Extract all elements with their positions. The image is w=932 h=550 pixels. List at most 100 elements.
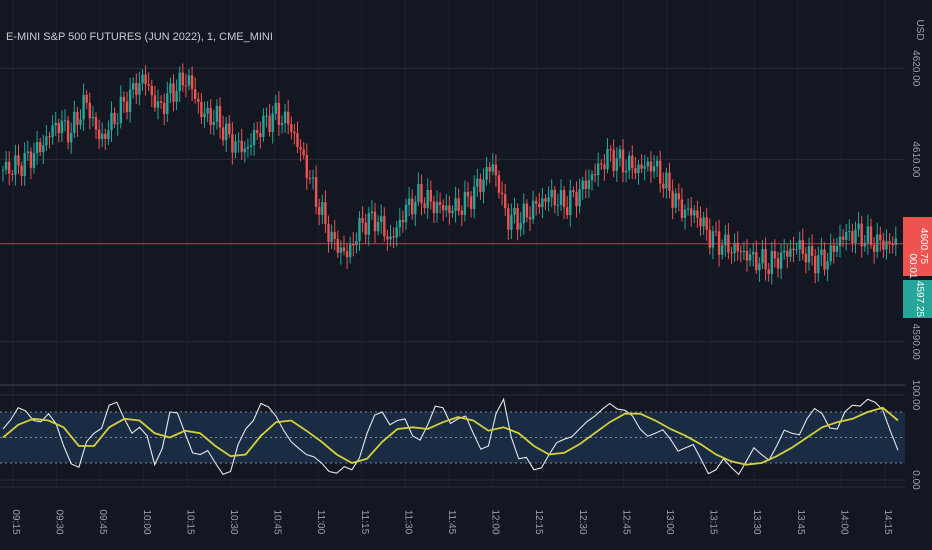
candle-body bbox=[659, 160, 662, 184]
candle-body bbox=[454, 198, 457, 211]
candle-body bbox=[70, 132, 73, 143]
time-tick-label: 09:15 bbox=[10, 509, 21, 534]
candle-body bbox=[159, 101, 163, 103]
time-tick-label: 11:15 bbox=[359, 510, 370, 535]
symbol-title[interactable]: E-MINI S&P 500 FUTURES (JUN 2022), 1, CM… bbox=[6, 31, 273, 43]
candle-body bbox=[386, 236, 389, 240]
candle-body bbox=[76, 111, 79, 126]
candle-body bbox=[172, 83, 175, 102]
candle-body bbox=[32, 153, 36, 168]
candle-body bbox=[739, 251, 742, 253]
candle-body bbox=[748, 254, 752, 261]
candle-body bbox=[228, 123, 231, 135]
candle-body bbox=[73, 111, 76, 133]
candle-body bbox=[438, 201, 442, 205]
candle-body bbox=[820, 249, 823, 256]
candle-body bbox=[807, 246, 811, 263]
candle-body bbox=[373, 211, 377, 232]
time-axis[interactable]: 09:15 09:30 09:45 10:00 10:15 10:30 10:45 11:00… bbox=[10, 509, 893, 534]
candle-body bbox=[665, 172, 668, 189]
candle-body bbox=[200, 101, 203, 118]
candle-body bbox=[429, 189, 432, 202]
candle-body bbox=[283, 111, 287, 124]
candle-body bbox=[457, 198, 460, 211]
candle-body bbox=[776, 258, 780, 269]
candle-body bbox=[45, 136, 48, 146]
candle-body bbox=[302, 149, 305, 156]
time-tick-label: 11:45 bbox=[446, 510, 457, 535]
candle-body bbox=[128, 89, 132, 113]
candle-body bbox=[48, 136, 51, 138]
candle-body bbox=[541, 198, 544, 208]
candle-body bbox=[122, 96, 126, 102]
candle-body bbox=[814, 255, 817, 274]
candle-body bbox=[578, 189, 581, 207]
candle-body bbox=[330, 231, 333, 243]
candle-body bbox=[655, 160, 659, 167]
candle-body bbox=[528, 217, 532, 220]
candle-body bbox=[333, 231, 336, 239]
oscillator-tick-label: 0.00 bbox=[910, 470, 921, 490]
candle-body bbox=[674, 193, 677, 208]
candle-body bbox=[156, 101, 160, 108]
candle-body bbox=[841, 236, 845, 240]
candle-body bbox=[305, 155, 308, 179]
candle-body bbox=[575, 191, 578, 207]
candle-body bbox=[448, 205, 451, 214]
candle-body bbox=[318, 206, 321, 215]
currency-button[interactable]: USD bbox=[914, 19, 925, 40]
candle-body bbox=[339, 247, 343, 253]
candle-body bbox=[85, 94, 88, 103]
candle-body bbox=[786, 250, 789, 257]
candle-body bbox=[525, 203, 529, 218]
candle-body bbox=[826, 261, 829, 270]
candle-body bbox=[872, 244, 876, 252]
oscillator-tick-label: 100.00 bbox=[910, 380, 921, 411]
candle-body bbox=[277, 102, 281, 125]
candle-body bbox=[485, 167, 488, 180]
candle-body bbox=[702, 217, 705, 227]
candle-body bbox=[240, 140, 243, 153]
candle-body bbox=[460, 210, 463, 215]
candle-body bbox=[101, 133, 104, 139]
candle-body bbox=[637, 164, 640, 174]
candle-body bbox=[414, 201, 417, 215]
candle-body bbox=[885, 241, 888, 250]
oscillator-axis[interactable]: 100.00 0.00 bbox=[910, 380, 921, 490]
candle-body bbox=[891, 243, 894, 246]
candle-body bbox=[510, 214, 513, 230]
candle-body bbox=[531, 200, 535, 220]
candle-body bbox=[407, 198, 411, 205]
candle-body bbox=[336, 238, 339, 253]
candle-body bbox=[491, 164, 494, 172]
candle-body bbox=[652, 166, 656, 172]
candle-body bbox=[730, 252, 733, 254]
candle-body bbox=[256, 130, 259, 134]
candle-body bbox=[252, 130, 256, 146]
candle-body bbox=[628, 155, 631, 171]
candle-body bbox=[259, 133, 262, 137]
candle-body bbox=[894, 238, 897, 246]
candle-body bbox=[91, 117, 95, 119]
candle-body bbox=[696, 210, 699, 218]
candle-body bbox=[469, 196, 473, 210]
candle-body bbox=[293, 131, 296, 134]
candle-body bbox=[497, 175, 501, 193]
candlestick-series bbox=[1, 63, 897, 285]
candle-body bbox=[767, 269, 770, 275]
candle-body bbox=[94, 117, 98, 130]
candle-body bbox=[163, 102, 166, 115]
candle-body bbox=[513, 207, 516, 215]
candle-body bbox=[262, 115, 265, 137]
time-tick-label: 09:30 bbox=[54, 509, 65, 534]
candle-body bbox=[860, 223, 863, 247]
candle-body bbox=[194, 89, 197, 99]
candle-body bbox=[733, 242, 736, 254]
price-axis[interactable]: 4620.00 4610.00 4590.00 bbox=[910, 50, 921, 360]
candle-body bbox=[249, 145, 253, 147]
candle-body bbox=[876, 234, 879, 252]
price-tick-label: 4590.00 bbox=[910, 324, 921, 361]
candle-body bbox=[1, 169, 5, 171]
candle-body bbox=[504, 194, 507, 209]
candle-body bbox=[104, 133, 107, 139]
